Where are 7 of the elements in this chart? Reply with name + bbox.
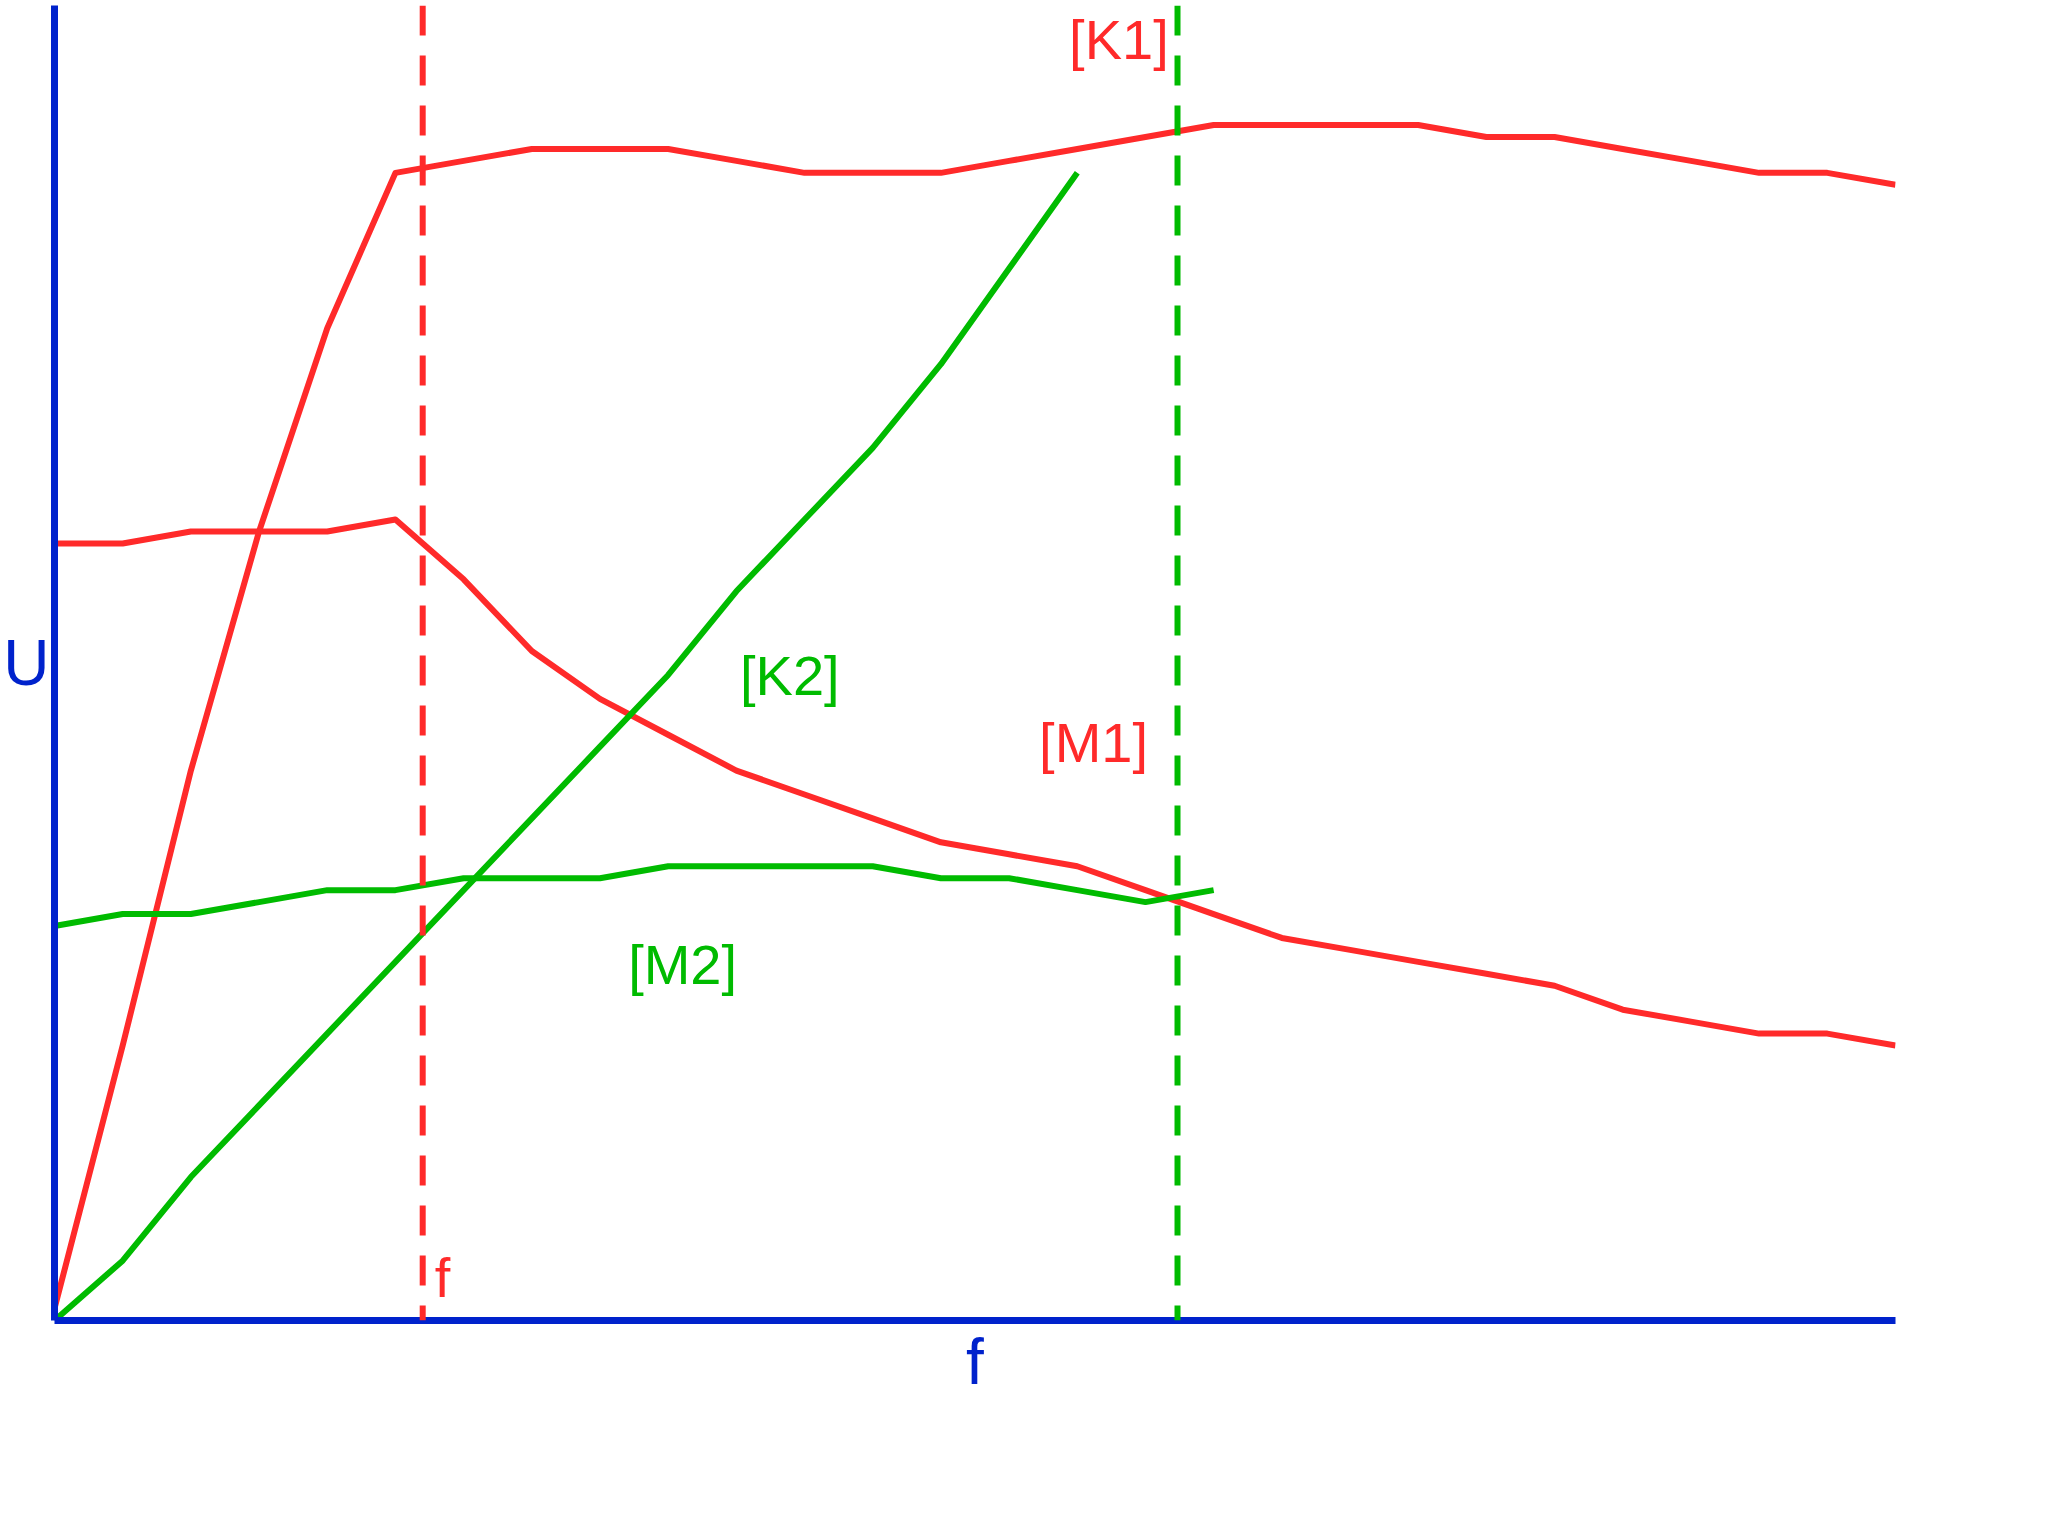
series-label: [K1] — [1069, 7, 1169, 71]
y-axis-title: U — [3, 627, 50, 699]
series-label: [K2] — [739, 643, 840, 707]
series-label: [M2] — [628, 933, 738, 997]
annotation: f — [434, 1245, 451, 1309]
x-axis-title: f — [966, 1325, 985, 1398]
series-label: [M1] — [1039, 711, 1149, 775]
